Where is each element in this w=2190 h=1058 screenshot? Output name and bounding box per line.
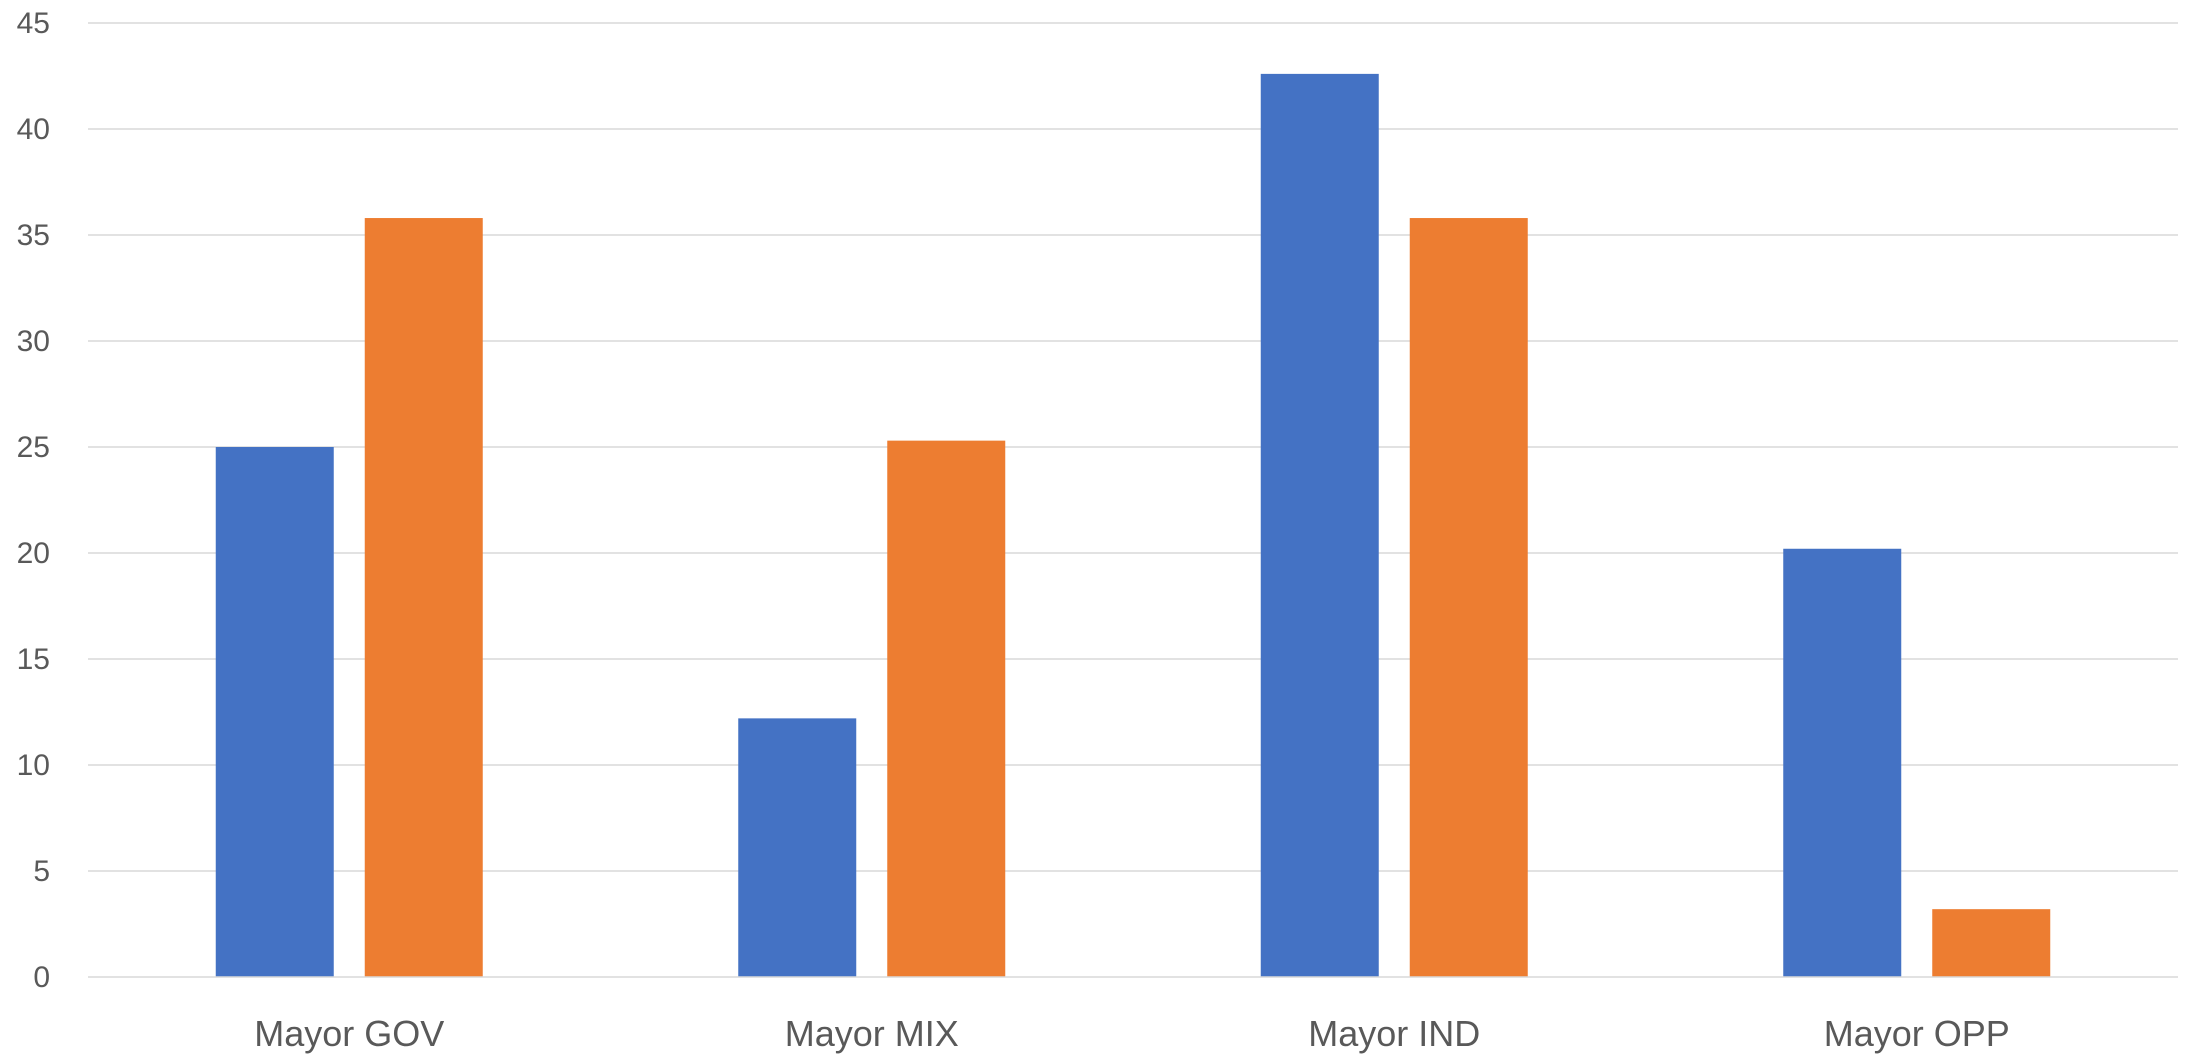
category-label: Mayor MIX <box>785 1013 959 1054</box>
bar-series-2-mayor-ind <box>1409 218 1528 978</box>
bar-series-1-mayor-mix <box>738 718 857 977</box>
category-labels: Mayor GOV Mayor MIX Mayor IND Mayor OPP <box>254 1013 2010 1054</box>
y-tick-label: 5 <box>33 855 50 888</box>
y-tick-label: 45 <box>17 7 50 40</box>
y-tick-label: 35 <box>17 219 50 252</box>
bar-series-2-mayor-gov <box>364 218 483 978</box>
bar-series-1-mayor-gov <box>215 447 334 977</box>
bar-series-1-mayor-opp <box>1783 548 1902 977</box>
y-tick-label: 20 <box>17 537 50 570</box>
y-tick-label: 40 <box>17 113 50 146</box>
y-axis-ticks: 0 5 10 15 20 25 30 35 40 45 <box>17 7 50 994</box>
category-label: Mayor GOV <box>254 1013 444 1054</box>
bars <box>215 73 2051 978</box>
bar-series-1-mayor-ind <box>1260 73 1379 977</box>
y-tick-label: 25 <box>17 431 50 464</box>
y-tick-label: 15 <box>17 643 50 676</box>
category-label: Mayor IND <box>1308 1013 1480 1054</box>
y-tick-label: 10 <box>17 749 50 782</box>
bar-series-2-mayor-opp <box>1932 909 2051 977</box>
y-tick-label: 0 <box>33 961 50 994</box>
category-label: Mayor OPP <box>1824 1013 2010 1054</box>
y-tick-label: 30 <box>17 325 50 358</box>
bar-series-2-mayor-mix <box>887 440 1006 977</box>
